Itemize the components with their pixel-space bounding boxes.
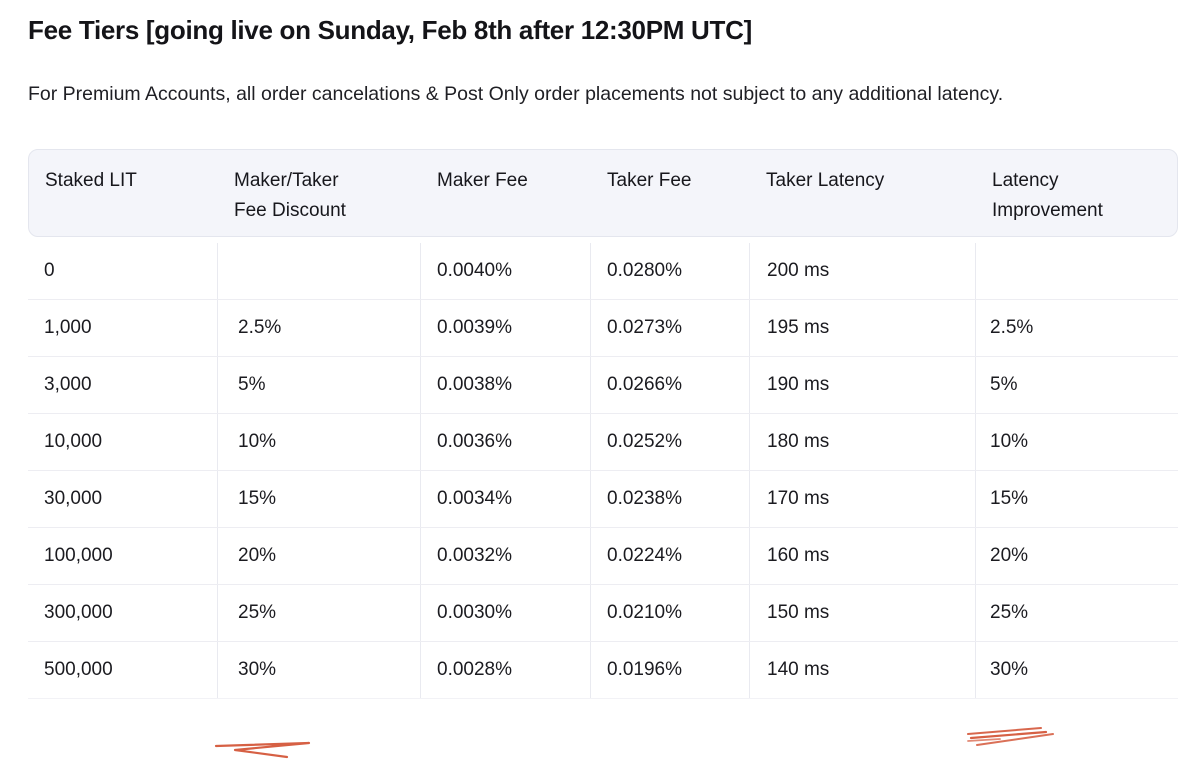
- table-cell: 0.0040%: [420, 243, 590, 299]
- column-header-latency-improvement: Latency Improvement: [976, 166, 1179, 236]
- column-header-taker-fee: Taker Fee: [591, 166, 750, 236]
- column-header-label: Maker/Taker: [234, 170, 339, 191]
- table-row: 300,000 25% 0.0030% 0.0210% 150 ms 25%: [28, 585, 1178, 642]
- table-cell: 300,000: [44, 602, 113, 623]
- column-header-label: Taker Fee: [607, 170, 692, 191]
- table-cell: 3,000: [44, 374, 92, 395]
- table-row: 1,000 2.5% 0.0039% 0.0273% 195 ms 2.5%: [28, 300, 1178, 357]
- page-content: Fee Tiers [going live on Sunday, Feb 8th…: [28, 15, 1178, 699]
- column-header-label: Latency: [992, 170, 1059, 191]
- table-cell: 5%: [217, 357, 420, 413]
- column-header-maker-fee: Maker Fee: [421, 166, 591, 236]
- table-cell: 200 ms: [749, 243, 975, 299]
- table-cell: 1,000: [44, 317, 92, 338]
- table-cell: 10%: [975, 414, 1178, 470]
- table-header-row: Staked LIT Maker/Taker Fee Discount Make…: [28, 149, 1178, 237]
- column-header-taker-latency: Taker Latency: [750, 166, 976, 236]
- table-cell: 25%: [975, 585, 1178, 641]
- table-cell: 15%: [975, 471, 1178, 527]
- table-cell: 150 ms: [749, 585, 975, 641]
- table-cell: 0.0030%: [420, 585, 590, 641]
- table-cell: 25%: [217, 585, 420, 641]
- table-cell: 0.0196%: [590, 642, 749, 698]
- table-cell: 0.0039%: [420, 300, 590, 356]
- table-cell: 140 ms: [749, 642, 975, 698]
- table-row: 100,000 20% 0.0032% 0.0224% 160 ms 20%: [28, 528, 1178, 585]
- table-cell: 190 ms: [749, 357, 975, 413]
- table-body: 0 0.0040% 0.0280% 200 ms 1,000 2.5% 0.0039% 0.0…: [28, 243, 1178, 699]
- table-cell: 30%: [975, 642, 1178, 698]
- table-row: 30,000 15% 0.0034% 0.0238% 170 ms 15%: [28, 471, 1178, 528]
- table-cell: 500,000: [44, 659, 113, 680]
- table-cell: 0: [44, 260, 55, 281]
- column-header-staked-lit: Staked LIT: [29, 166, 218, 236]
- table-cell: 0.0224%: [590, 528, 749, 584]
- table-cell: 0.0266%: [590, 357, 749, 413]
- table-cell: 30,000: [44, 488, 103, 509]
- table-cell: 2.5%: [975, 300, 1178, 356]
- table-cell: 0.0273%: [590, 300, 749, 356]
- intro-paragraph: For Premium Accounts, all order cancelat…: [28, 83, 1004, 105]
- column-header-label: Fee Discount: [234, 200, 346, 221]
- table-cell: 10,000: [44, 431, 103, 452]
- column-header-label: Staked LIT: [45, 170, 137, 191]
- table-cell: 0.0028%: [420, 642, 590, 698]
- table-cell: 0.0032%: [420, 528, 590, 584]
- table-cell: 100,000: [44, 545, 113, 566]
- table-cell: 0.0238%: [590, 471, 749, 527]
- table-cell: 0.0034%: [420, 471, 590, 527]
- fee-tiers-table: Staked LIT Maker/Taker Fee Discount Make…: [28, 149, 1178, 699]
- table-cell: 30%: [217, 642, 420, 698]
- page-title: Fee Tiers [going live on Sunday, Feb 8th…: [28, 15, 752, 45]
- table-row: 0 0.0040% 0.0280% 200 ms: [28, 243, 1178, 300]
- table-row: 3,000 5% 0.0038% 0.0266% 190 ms 5%: [28, 357, 1178, 414]
- table-cell: 2.5%: [217, 300, 420, 356]
- table-cell: 5%: [975, 357, 1178, 413]
- table-cell: 20%: [217, 528, 420, 584]
- column-header-label: Improvement: [992, 200, 1103, 221]
- table-cell: 0.0252%: [590, 414, 749, 470]
- table-cell: 170 ms: [749, 471, 975, 527]
- table-cell: 15%: [217, 471, 420, 527]
- table-cell: 10%: [217, 414, 420, 470]
- column-header-label: Taker Latency: [766, 170, 885, 191]
- table-cell: 0.0038%: [420, 357, 590, 413]
- table-cell: 160 ms: [749, 528, 975, 584]
- table-row: 500,000 30% 0.0028% 0.0196% 140 ms 30%: [28, 642, 1178, 699]
- table-cell: 195 ms: [749, 300, 975, 356]
- table-cell: 0.0036%: [420, 414, 590, 470]
- table-cell: 180 ms: [749, 414, 975, 470]
- table-cell: [217, 243, 420, 299]
- scribble-underline-left-icon: [214, 741, 311, 759]
- scribble-underline-right-icon: [967, 727, 1054, 746]
- table-cell: 20%: [975, 528, 1178, 584]
- table-cell: 0.0210%: [590, 585, 749, 641]
- table-row: 10,000 10% 0.0036% 0.0252% 180 ms 10%: [28, 414, 1178, 471]
- column-header-label: Maker Fee: [437, 170, 528, 191]
- table-cell: 0.0280%: [590, 243, 749, 299]
- column-header-maker-taker-fee-discount: Maker/Taker Fee Discount: [218, 166, 421, 236]
- table-cell: [975, 243, 1178, 299]
